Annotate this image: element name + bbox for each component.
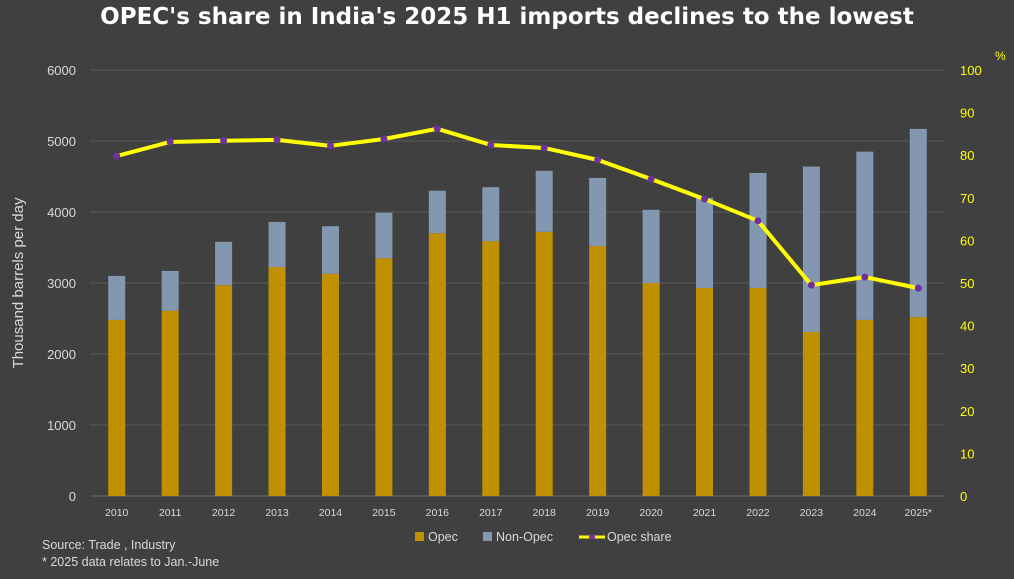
x-tick-label: 2022: [746, 507, 770, 519]
legend-swatch: [483, 532, 492, 541]
bar-opec: [909, 317, 927, 496]
x-tick-label: 2024: [853, 507, 877, 519]
bar-non-opec: [856, 151, 874, 320]
x-tick-label: 2019: [586, 507, 610, 519]
opec-share-point: [861, 273, 869, 281]
y2-tick-label: 30: [960, 361, 974, 376]
legend-label: Non-Opec: [496, 530, 553, 544]
bar-non-opec: [268, 221, 286, 268]
x-tick-label: 2010: [105, 507, 129, 519]
bar-opec: [482, 241, 500, 496]
bar-opec: [802, 331, 820, 496]
y2-tick-label: 90: [960, 106, 974, 121]
bar-non-opec: [642, 209, 660, 283]
y-tick-label: 3000: [47, 276, 76, 291]
bar-opec: [161, 310, 179, 496]
x-tick-label: 2015: [372, 507, 396, 519]
x-tick-label: 2017: [479, 507, 503, 519]
legend-marker: [589, 534, 595, 540]
opec-share-point: [807, 281, 815, 289]
bar-non-opec: [802, 166, 820, 332]
x-tick-label: 2025*: [905, 507, 932, 519]
bar-opec: [268, 267, 286, 496]
opec-share-point: [594, 156, 602, 164]
y-tick-label: 1000: [47, 418, 76, 433]
opec-share-point: [487, 141, 495, 149]
opec-share-point: [914, 284, 922, 292]
opec-share-point: [220, 137, 228, 145]
bar-non-opec: [321, 226, 339, 274]
x-tick-label: 2021: [693, 507, 717, 519]
x-tick-label: 2020: [639, 507, 663, 519]
bar-non-opec: [589, 177, 607, 247]
y2-tick-label: 40: [960, 319, 974, 334]
bar-opec: [696, 287, 714, 496]
y2-tick-label: 20: [960, 404, 974, 419]
y2-tick-label: 70: [960, 191, 974, 206]
bar-non-opec: [749, 172, 767, 288]
x-tick-label: 2018: [533, 507, 557, 519]
opec-share-line: [116, 126, 919, 291]
bar-non-opec: [482, 187, 500, 242]
bar-opec: [428, 233, 446, 497]
opec-share-point: [433, 125, 441, 133]
y2-axis-unit: %: [995, 49, 1006, 63]
source-note: Source: Trade , Industry: [42, 538, 176, 552]
bar-opec: [749, 287, 767, 496]
bar-non-opec: [375, 212, 393, 259]
opec-share-point: [113, 152, 121, 160]
bar-opec: [321, 273, 339, 496]
bar-non-opec: [535, 170, 553, 232]
bar-opec: [375, 258, 393, 496]
y-tick-label: 4000: [47, 205, 76, 220]
x-tick-label: 2016: [426, 507, 450, 519]
y-tick-label: 6000: [47, 63, 76, 78]
y2-tick-label: 100: [960, 63, 982, 78]
opec-share-point: [701, 195, 709, 203]
bar-non-opec: [909, 128, 927, 318]
y-tick-label: 0: [69, 489, 76, 504]
bar-opec: [589, 246, 607, 496]
x-tick-label: 2012: [212, 507, 236, 519]
opec-share-point: [380, 135, 388, 143]
opec-share-point: [166, 138, 174, 146]
opec-share-point: [754, 217, 762, 225]
legend-label: Opec: [428, 530, 458, 544]
chart-title: OPEC's share in India's 2025 H1 imports …: [100, 4, 914, 30]
y-tick-label: 5000: [47, 134, 76, 149]
y2-tick-label: 80: [960, 148, 974, 163]
bar-non-opec: [108, 275, 126, 320]
x-tick-label: 2013: [265, 507, 289, 519]
bar-opec: [642, 283, 660, 496]
y-axis-label: Thousand barrels per day: [10, 197, 27, 368]
footnote: * 2025 data relates to Jan.-June: [42, 555, 220, 569]
x-tick-label: 2011: [159, 507, 182, 519]
bar-non-opec: [428, 190, 446, 234]
opec-share-point: [540, 144, 548, 152]
bar-opec: [108, 319, 126, 496]
x-tick-label: 2023: [800, 507, 824, 519]
opec-share-point: [326, 142, 334, 150]
bar-non-opec: [215, 241, 233, 286]
y2-tick-label: 60: [960, 233, 974, 248]
legend-label: Opec share: [607, 530, 672, 544]
opec-share-point: [273, 136, 281, 144]
bar-non-opec: [161, 270, 179, 311]
bar-opec: [535, 231, 553, 496]
y-tick-label: 2000: [47, 347, 76, 362]
y2-tick-label: 10: [960, 446, 974, 461]
y2-tick-label: 50: [960, 276, 974, 291]
bar-non-opec: [696, 197, 714, 288]
legend-swatch: [415, 532, 424, 541]
bar-opec: [856, 319, 874, 496]
opec-share-point: [647, 175, 655, 183]
x-tick-label: 2014: [319, 507, 343, 519]
bar-opec: [215, 285, 233, 496]
y2-tick-label: 0: [960, 489, 967, 504]
